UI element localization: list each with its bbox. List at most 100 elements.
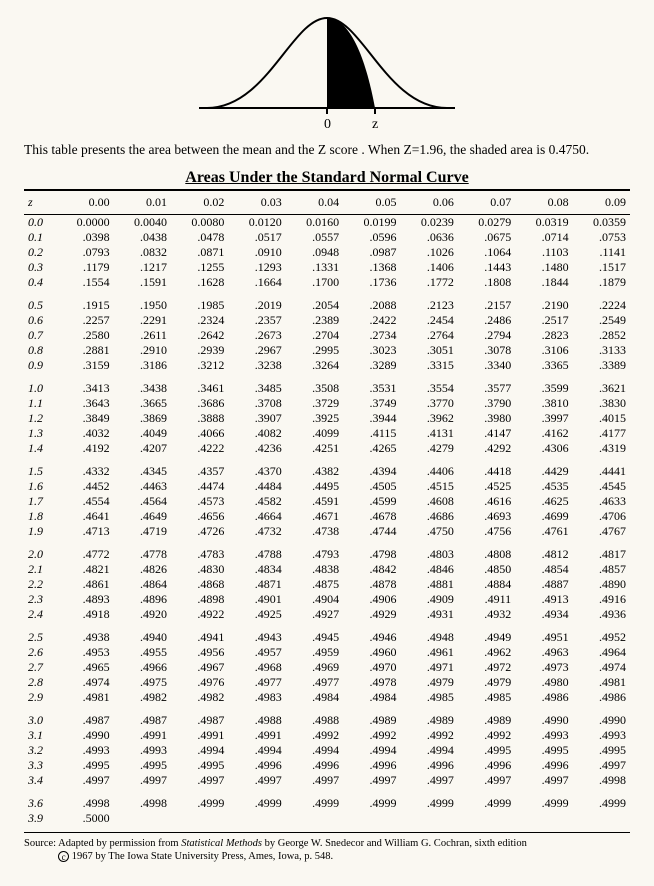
area-value: .4772 [56, 547, 113, 562]
area-value: .0987 [343, 245, 400, 260]
area-value: .0596 [343, 230, 400, 245]
area-value: .2357 [228, 313, 285, 328]
area-value: .4719 [114, 524, 171, 539]
area-value: .4916 [573, 592, 630, 607]
table-row: 3.3.4995.4995.4995.4996.4996.4996.4996.4… [24, 758, 630, 773]
z-value: 0.4 [24, 275, 56, 290]
area-value: .2704 [286, 328, 343, 343]
area-value: .2673 [228, 328, 285, 343]
z-value: 0.1 [24, 230, 56, 245]
area-value: .0636 [400, 230, 457, 245]
area-value: .4099 [286, 426, 343, 441]
area-value: .2549 [573, 313, 630, 328]
area-value: .4920 [114, 607, 171, 622]
area-value: .4992 [458, 728, 515, 743]
area-value: .3106 [515, 343, 572, 358]
area-value: .3078 [458, 343, 515, 358]
area-value: .4850 [458, 562, 515, 577]
area-value: .4989 [343, 713, 400, 728]
area-value: .4706 [573, 509, 630, 524]
area-value: .3907 [228, 411, 285, 426]
area-value: .4997 [400, 773, 457, 788]
area-value: .4997 [228, 773, 285, 788]
area-value: .3315 [400, 358, 457, 373]
area-value: .3133 [573, 343, 630, 358]
area-value: .4997 [171, 773, 228, 788]
area-value: .1950 [114, 298, 171, 313]
area-value: .4997 [343, 773, 400, 788]
area-value: .4991 [228, 728, 285, 743]
area-value: .4861 [56, 577, 113, 592]
z-value: 1.8 [24, 509, 56, 524]
col-0.03: 0.03 [228, 191, 285, 215]
z-value: 2.0 [24, 547, 56, 562]
area-value: .4793 [286, 547, 343, 562]
area-value: .0793 [56, 245, 113, 260]
area-value: .4993 [573, 728, 630, 743]
area-value: .4798 [343, 547, 400, 562]
area-value: .4986 [573, 690, 630, 705]
area-value: .2794 [458, 328, 515, 343]
area-value: .4995 [458, 743, 515, 758]
area-value: .4582 [228, 494, 285, 509]
area-value: .4808 [458, 547, 515, 562]
area-value: .4778 [114, 547, 171, 562]
area-value: .3485 [228, 381, 285, 396]
area-value: .4474 [171, 479, 228, 494]
area-value: .4970 [343, 660, 400, 675]
col-0.09: 0.09 [573, 191, 630, 215]
area-value: .4998 [114, 796, 171, 811]
area-value: .4911 [458, 592, 515, 607]
area-value: .2257 [56, 313, 113, 328]
z-value: 1.4 [24, 441, 56, 456]
area-value: .4946 [343, 630, 400, 645]
area-value: .4332 [56, 464, 113, 479]
area-value [343, 811, 400, 826]
table-row: 0.3.1179.1217.1255.1293.1331.1368.1406.1… [24, 260, 630, 275]
area-value: .3413 [56, 381, 113, 396]
area-value: .4966 [114, 660, 171, 675]
area-value: .4236 [228, 441, 285, 456]
area-value: .4956 [171, 645, 228, 660]
source-citation: Source: Adapted by permission from Stati… [24, 837, 630, 863]
area-value: .1736 [343, 275, 400, 290]
z-value: 2.9 [24, 690, 56, 705]
area-value: 0.0319 [515, 215, 572, 231]
table-row: 2.4.4918.4920.4922.4925.4927.4929.4931.4… [24, 607, 630, 622]
area-value: .4997 [114, 773, 171, 788]
area-value: .4049 [114, 426, 171, 441]
area-value: .3869 [114, 411, 171, 426]
area-value: .4854 [515, 562, 572, 577]
area-value: .4999 [286, 796, 343, 811]
area-value: .4999 [573, 796, 630, 811]
area-value: .4515 [400, 479, 457, 494]
area-value: .0438 [114, 230, 171, 245]
area-value: .4871 [228, 577, 285, 592]
area-value: .4066 [171, 426, 228, 441]
area-value: .4993 [515, 728, 572, 743]
area-value: .3686 [171, 396, 228, 411]
area-value: .4967 [171, 660, 228, 675]
area-value: .4251 [286, 441, 343, 456]
area-value: .1103 [515, 245, 572, 260]
area-value: .4989 [458, 713, 515, 728]
area-value: .4996 [515, 758, 572, 773]
area-value: .4994 [343, 743, 400, 758]
table-row: 0.1.0398.0438.0478.0517.0557.0596.0636.0… [24, 230, 630, 245]
area-value: .4991 [114, 728, 171, 743]
footer-rule [24, 832, 630, 833]
area-value: .4997 [458, 773, 515, 788]
area-value: .1915 [56, 298, 113, 313]
area-value: .2019 [228, 298, 285, 313]
area-value: .2454 [400, 313, 457, 328]
area-value: .3888 [171, 411, 228, 426]
table-row: 3.0.4987.4987.4987.4988.4988.4989.4989.4… [24, 713, 630, 728]
area-value: .1255 [171, 260, 228, 275]
area-value: 0.0199 [343, 215, 400, 231]
area-value: .4997 [573, 758, 630, 773]
area-value: .4131 [400, 426, 457, 441]
area-value: .1406 [400, 260, 457, 275]
table-row: 1.0.3413.3438.3461.3485.3508.3531.3554.3… [24, 381, 630, 396]
table-row: 1.4.4192.4207.4222.4236.4251.4265.4279.4… [24, 441, 630, 456]
col-0.06: 0.06 [400, 191, 457, 215]
